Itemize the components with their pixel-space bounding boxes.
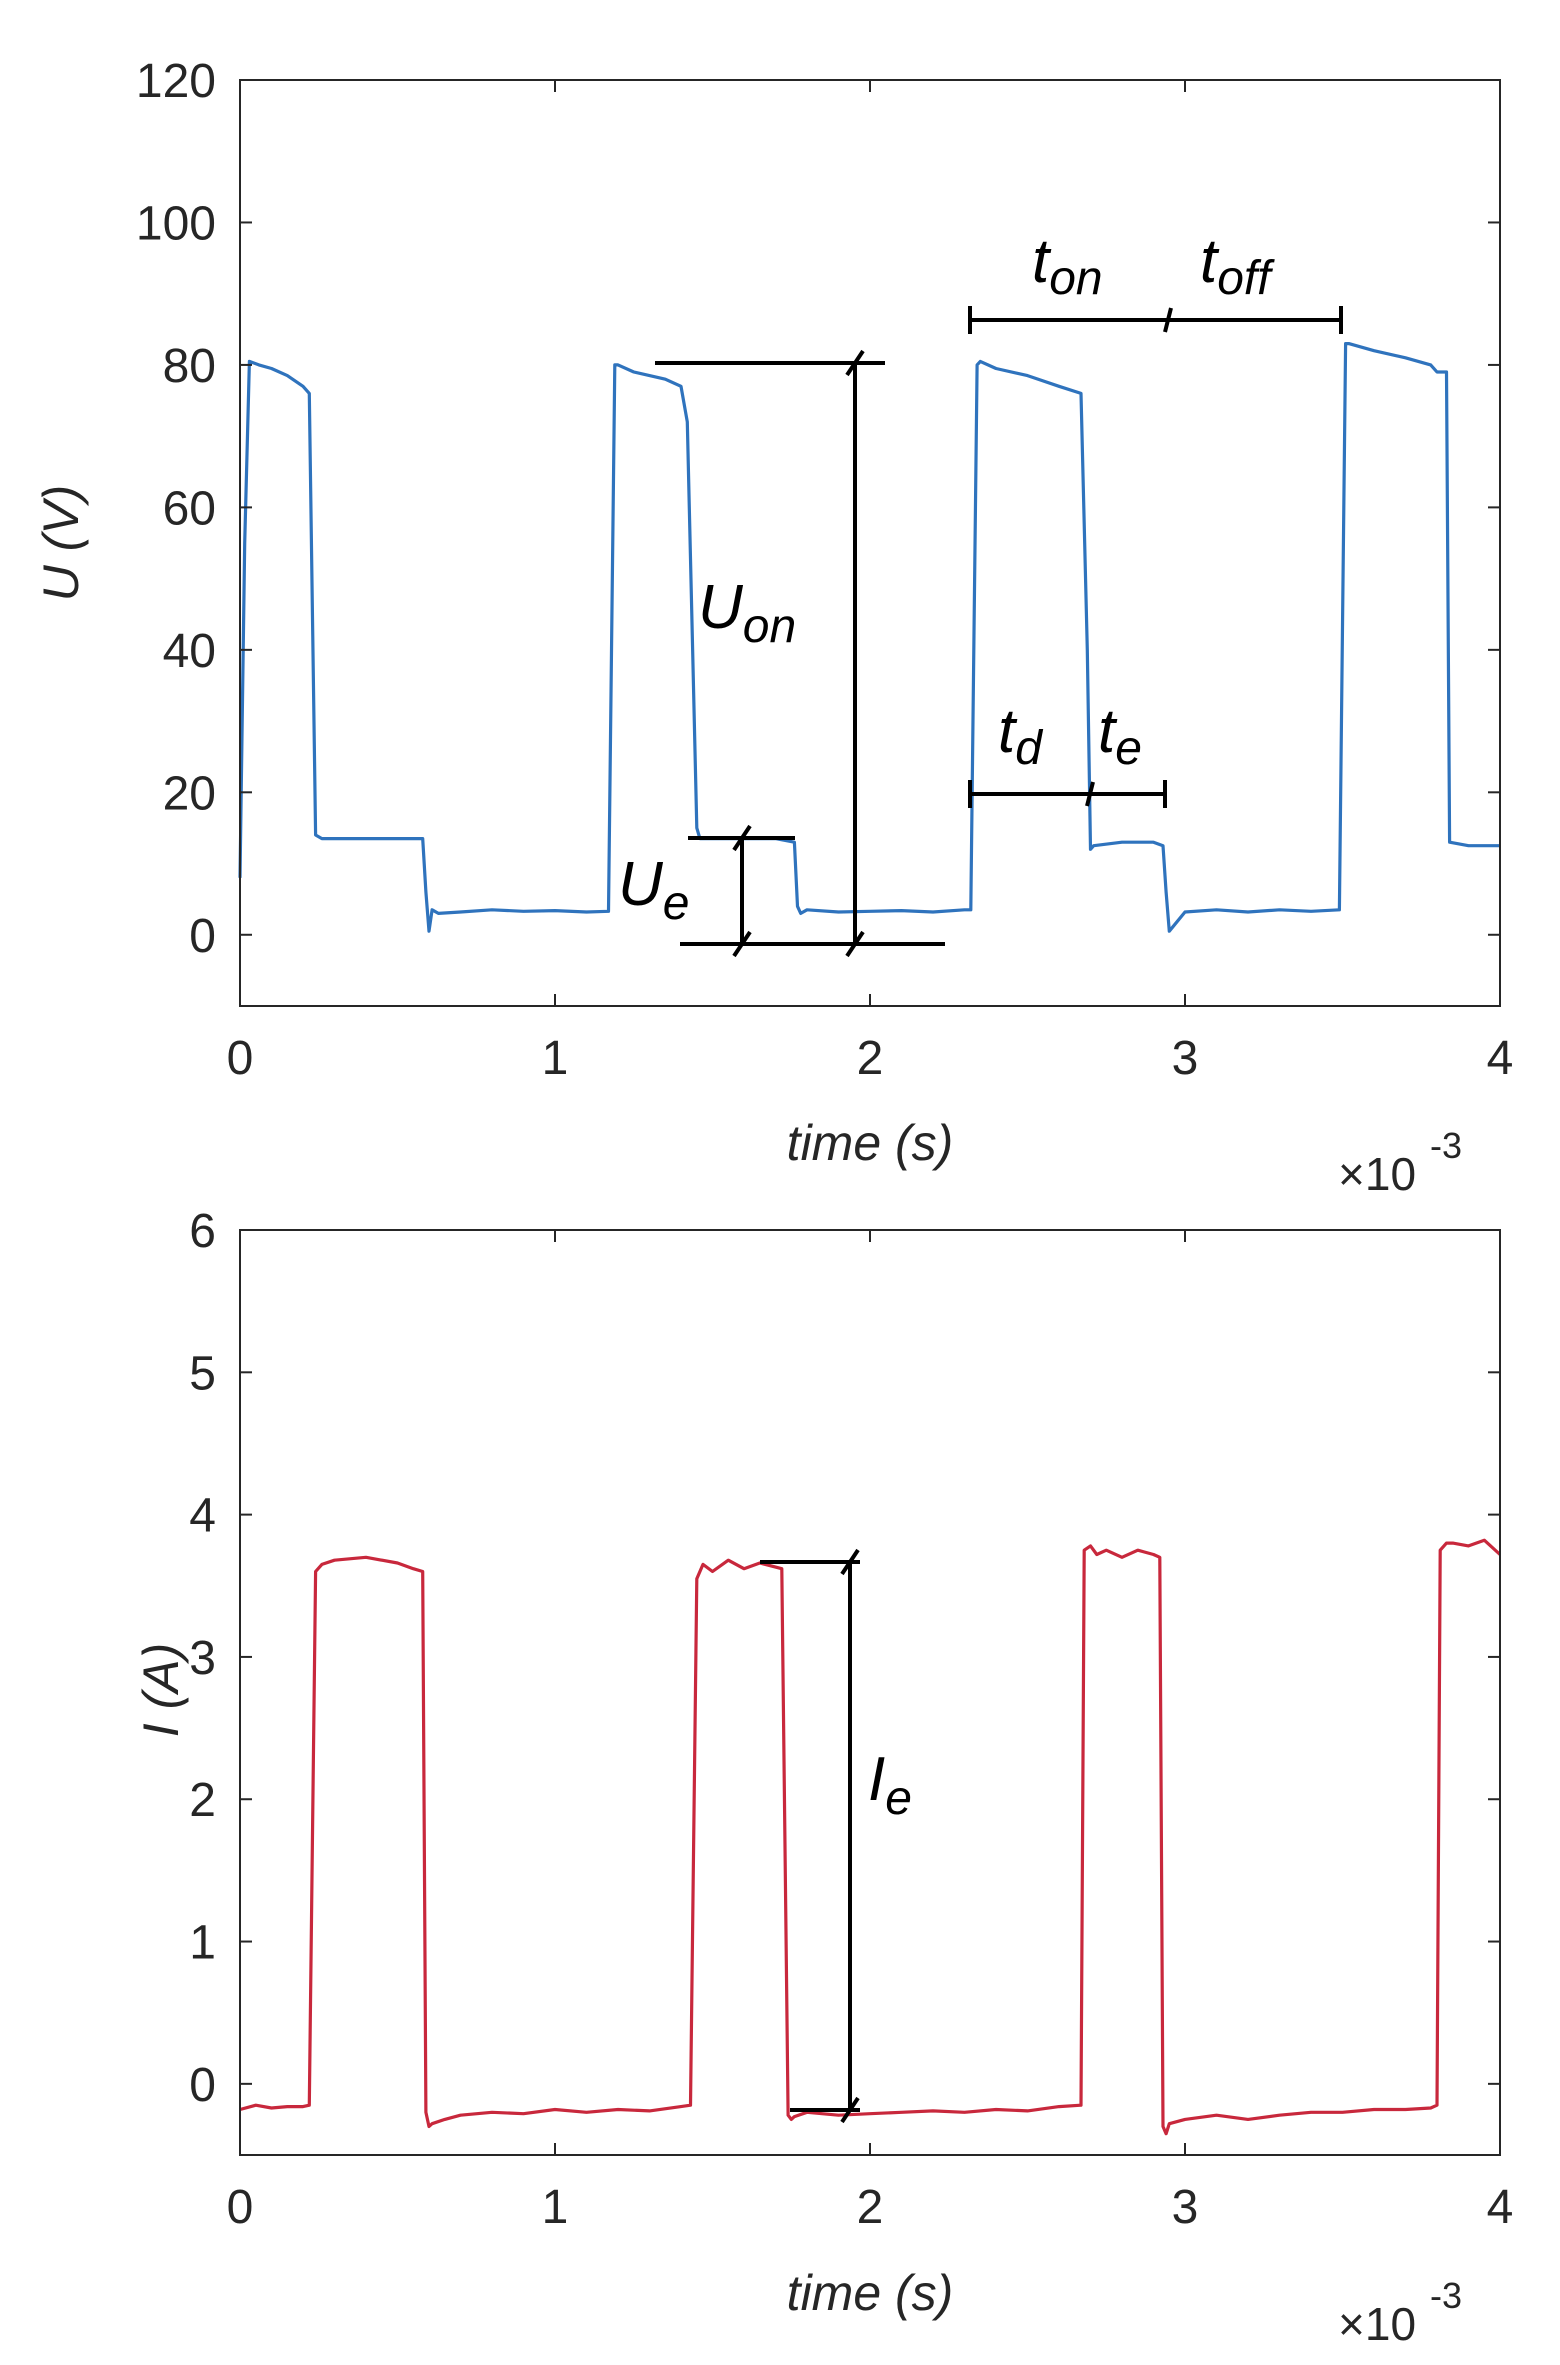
current-chart-xlabel: time (s) [787,2265,954,2321]
current-chart-ylabel: I (A) [133,1643,189,1737]
voltage-y-tick-label: 100 [136,197,216,250]
t-e-label: te [1098,697,1142,775]
current-y-tick-label: 0 [189,2059,216,2112]
voltage-x-tick-label: 3 [1172,1032,1199,1085]
current-y-tick-label: 2 [189,1774,216,1827]
t-off-label: toff [1200,227,1275,305]
voltage-x-tick-label: 0 [227,1032,254,1085]
svg-text:×10: ×10 [1338,2298,1416,2350]
current-y-tick-label: 3 [189,1632,216,1685]
t-d-label: td [998,697,1043,775]
voltage-series-line [238,342,1500,933]
annotation-lines-current [760,1548,860,2124]
t-on-label: ton [1032,227,1103,305]
voltage-x-tick-label: 1 [542,1032,569,1085]
current-x-tick-label: 1 [542,2181,569,2234]
current-y-tick-label: 5 [189,1347,216,1400]
voltage-chart-ylabel: U (V) [33,485,89,602]
current-chart-x-exponent: ×10 -3 [1338,2275,1462,2350]
voltage-x-tick-label: 2 [857,1032,884,1085]
voltage-chart-xlabel: time (s) [787,1115,954,1171]
voltage-y-tick-label: 80 [163,340,216,393]
voltage-chart-x-exponent: ×10 -3 [1338,1125,1462,1200]
current-y-tick-label: 1 [189,1917,216,1970]
voltage-x-tick-label: 4 [1487,1032,1514,1085]
svg-text:-3: -3 [1430,2275,1462,2316]
current-x-tick-label: 3 [1172,2181,1199,2234]
voltage-y-tick-label: 60 [163,482,216,535]
current-chart: 0 1 2 3 4 0 1 2 3 4 5 6 I (A) time (s) ×10 -3 Ie [133,1205,1513,2350]
voltage-y-tick-label: 20 [163,767,216,820]
svg-text:×10: ×10 [1338,1148,1416,1200]
annotation-lines [655,306,1343,958]
voltage-y-tick-label: 0 [189,910,216,963]
current-series-line [239,1538,1502,2136]
current-y-tick-label: 4 [189,1490,216,1543]
current-x-tick-label: 2 [857,2181,884,2234]
current-x-tick-label: 0 [227,2181,254,2234]
voltage-y-tick-label: 120 [136,55,216,108]
i-e-label: Ie [868,1745,912,1825]
svg-text:-3: -3 [1430,1125,1462,1166]
current-x-tick-label: 4 [1487,2181,1514,2234]
u-e-label: Ue [618,850,689,930]
current-y-tick-label: 6 [189,1205,216,1258]
u-on-label: Uon [698,573,796,653]
voltage-y-tick-label: 40 [163,625,216,678]
